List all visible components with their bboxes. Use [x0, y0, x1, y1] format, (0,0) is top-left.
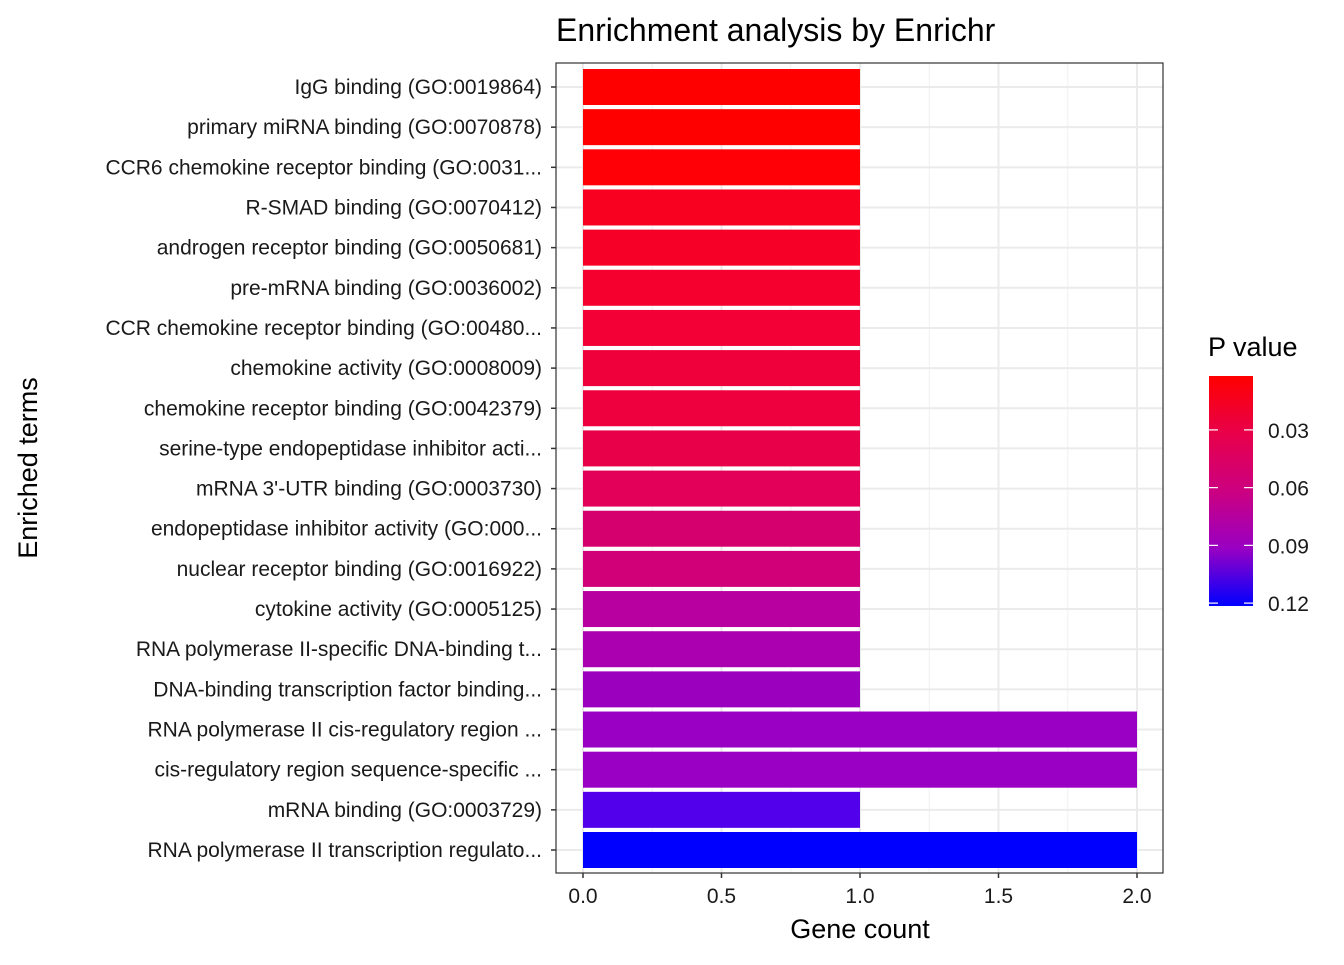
y-tick-label: pre-mRNA binding (GO:0036002)	[230, 277, 542, 300]
legend-tick-label: 0.12	[1268, 593, 1309, 616]
bars	[583, 69, 1137, 868]
bar	[583, 591, 860, 628]
y-axis-title: Enriched terms	[13, 377, 43, 559]
legend-tick-label: 0.06	[1268, 478, 1309, 501]
y-tick-label: primary miRNA binding (GO:0070878)	[187, 116, 542, 139]
y-tick-label: R-SMAD binding (GO:0070412)	[246, 196, 542, 219]
bar	[583, 269, 860, 306]
bar	[583, 309, 860, 346]
legend-tick-label: 0.09	[1268, 535, 1309, 558]
bar	[583, 751, 1137, 788]
bar	[583, 229, 860, 266]
bar	[583, 550, 860, 587]
y-tick-label: IgG binding (GO:0019864)	[295, 76, 543, 99]
y-tick-label: mRNA 3'-UTR binding (GO:0003730)	[196, 478, 542, 501]
bar	[583, 69, 860, 105]
y-tick-label: DNA-binding transcription factor binding…	[153, 678, 542, 701]
legend-tick-label: 0.03	[1268, 420, 1309, 443]
y-tick-label: RNA polymerase II cis-regulatory region …	[148, 719, 543, 742]
y-tick-label: cytokine activity (GO:0005125)	[255, 598, 542, 621]
bar	[583, 189, 860, 226]
bar	[583, 631, 860, 668]
x-axis-ticks: 0.0 0.5 1.0 1.5 2.0	[568, 873, 1152, 908]
bar	[583, 390, 860, 427]
x-axis-title: Gene count	[790, 914, 930, 944]
y-axis-ticks: IgG binding (GO:0019864) primary miRNA bi…	[105, 76, 556, 862]
y-tick-label: CCR6 chemokine receptor binding (GO:0031…	[105, 156, 542, 179]
bar	[583, 470, 860, 507]
x-tick-label: 0.5	[707, 885, 736, 908]
x-tick-label: 1.0	[845, 885, 874, 908]
y-tick-label: androgen receptor binding (GO:0050681)	[157, 237, 542, 260]
y-tick-label: endopeptidase inhibitor activity (GO:000…	[151, 518, 542, 541]
bar	[583, 430, 860, 467]
y-tick-label: nuclear receptor binding (GO:0016922)	[177, 558, 542, 581]
y-tick-label: serine-type endopeptidase inhibitor acti…	[159, 437, 542, 460]
bar	[583, 711, 1137, 748]
bar	[583, 109, 860, 146]
y-tick-label: chemokine receptor binding (GO:0042379)	[144, 397, 542, 420]
bar	[583, 671, 860, 708]
bar	[583, 791, 860, 828]
legend: P value 0.03 0.06 0.09 0.12	[1208, 332, 1309, 616]
bar	[583, 510, 860, 547]
x-tick-label: 1.5	[984, 885, 1013, 908]
legend-colorbar	[1209, 376, 1253, 606]
bar	[583, 350, 860, 387]
bar	[583, 832, 1137, 868]
x-tick-label: 2.0	[1122, 885, 1151, 908]
legend-title: P value	[1208, 332, 1298, 362]
x-tick-label: 0.0	[568, 885, 597, 908]
y-tick-label: cis-regulatory region sequence-specific …	[154, 759, 542, 782]
y-tick-label: chemokine activity (GO:0008009)	[230, 357, 542, 380]
y-tick-label: CCR chemokine receptor binding (GO:00480…	[105, 317, 542, 340]
chart-title: Enrichment analysis by Enrichr	[556, 12, 996, 48]
y-tick-label: mRNA binding (GO:0003729)	[268, 799, 542, 822]
y-tick-label: RNA polymerase II-specific DNA-binding t…	[136, 638, 542, 661]
y-tick-label: RNA polymerase II transcription regulato…	[147, 839, 542, 862]
bar	[583, 149, 860, 186]
